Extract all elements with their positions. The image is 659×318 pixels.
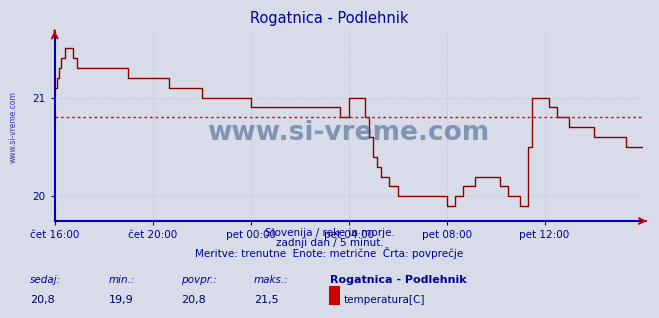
Text: min.:: min.: bbox=[109, 275, 135, 285]
Text: Rogatnica - Podlehnik: Rogatnica - Podlehnik bbox=[250, 11, 409, 26]
Text: www.si-vreme.com: www.si-vreme.com bbox=[9, 91, 18, 163]
Text: maks.:: maks.: bbox=[254, 275, 289, 285]
Text: temperatura[C]: temperatura[C] bbox=[344, 295, 426, 305]
Text: Meritve: trenutne  Enote: metrične  Črta: povprečje: Meritve: trenutne Enote: metrične Črta: … bbox=[195, 247, 464, 259]
Text: www.si-vreme.com: www.si-vreme.com bbox=[208, 120, 490, 146]
Text: sedaj:: sedaj: bbox=[30, 275, 61, 285]
Text: 20,8: 20,8 bbox=[30, 295, 55, 305]
Text: 20,8: 20,8 bbox=[181, 295, 206, 305]
Text: zadnji dan / 5 minut.: zadnji dan / 5 minut. bbox=[275, 238, 384, 247]
Text: Rogatnica - Podlehnik: Rogatnica - Podlehnik bbox=[330, 275, 466, 285]
Text: povpr.:: povpr.: bbox=[181, 275, 217, 285]
Text: Slovenija / reke in morje.: Slovenija / reke in morje. bbox=[264, 228, 395, 238]
Text: 21,5: 21,5 bbox=[254, 295, 278, 305]
Text: 19,9: 19,9 bbox=[109, 295, 134, 305]
